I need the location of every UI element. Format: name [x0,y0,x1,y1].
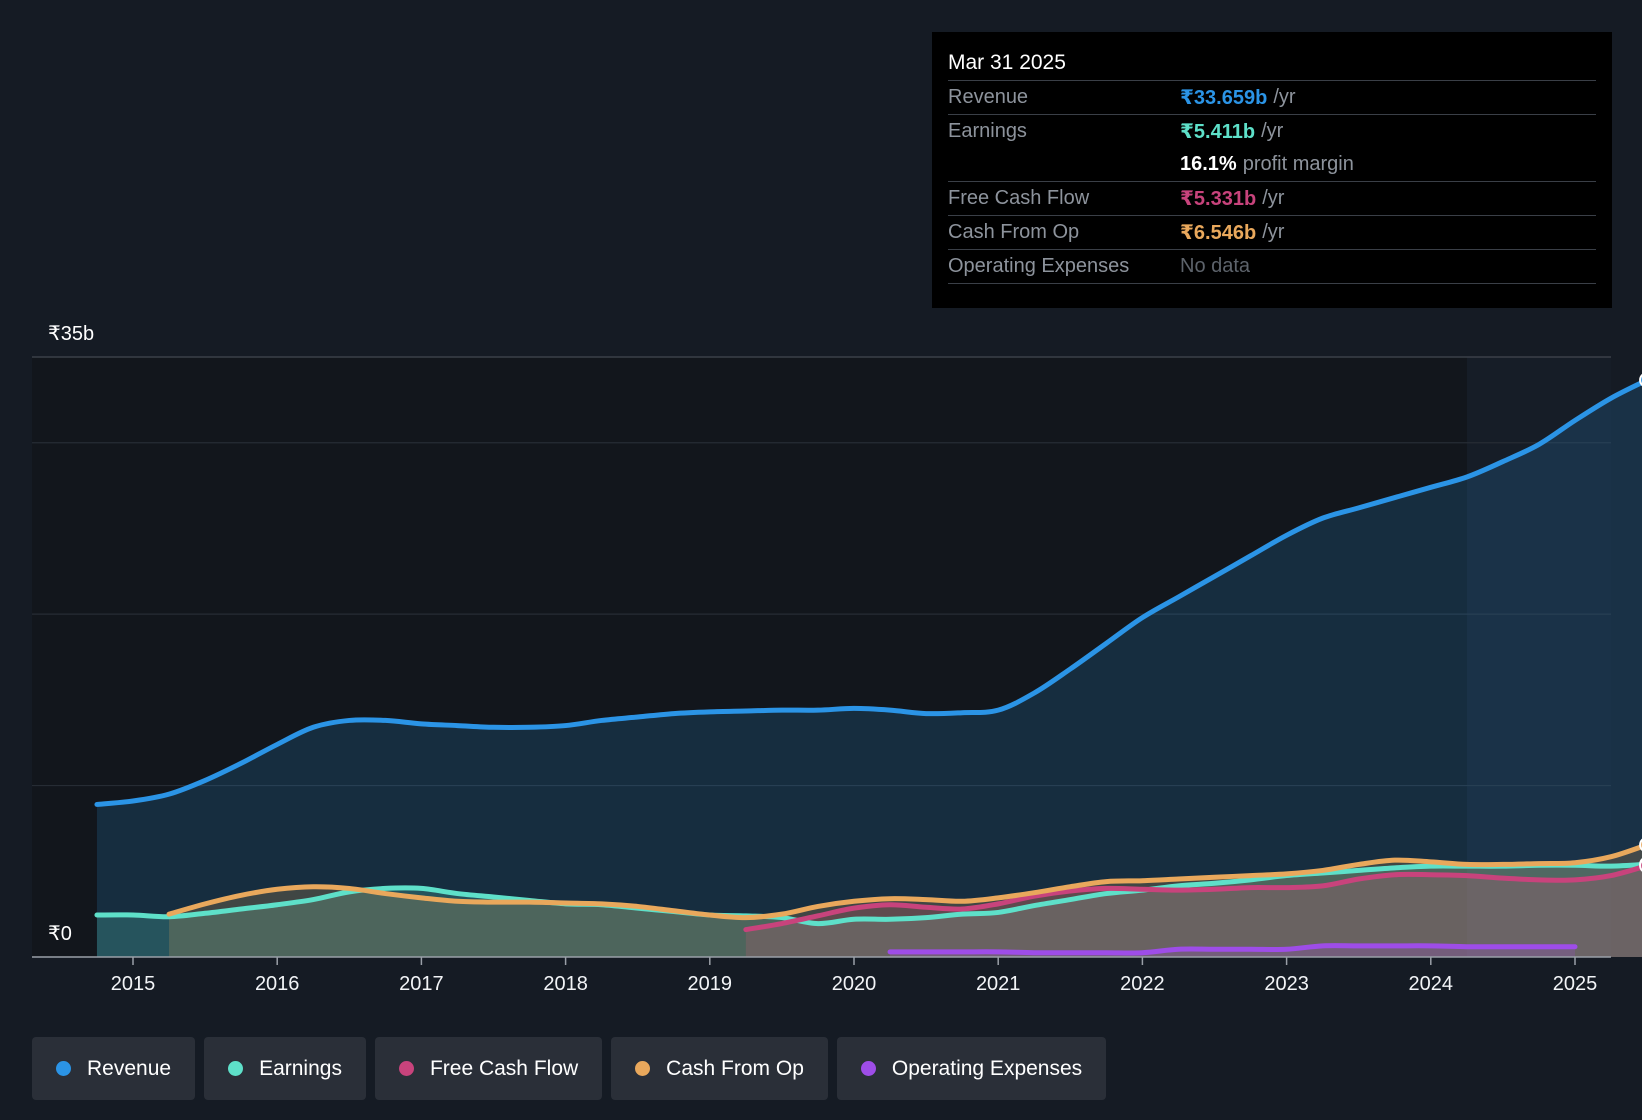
area-cash-from-op [169,846,1642,957]
chart-legend: Revenue Earnings Free Cash Flow Cash Fro… [32,1037,1107,1100]
chart-canvas: 2015 2016 2017 2018 2019 2020 2021 2022 2023 2024… [32,323,1642,995]
data-tooltip: Mar 31 2025 Revenue ₹33.659b /yr Earning… [932,32,1612,308]
tooltip-unit-revenue: /yr [1273,86,1296,108]
tooltip-value-opex: No data [1180,255,1251,277]
tooltip-row-cfo: Cash From Op ₹6.546b /yr [948,215,1596,249]
legend-dot-free-cash-flow [398,1061,414,1076]
tooltip-label-revenue: Revenue [948,86,1029,108]
legend-dot-operating-expenses [860,1061,876,1076]
legend-label-cash-from-op: Cash From Op [666,1056,804,1080]
tooltip-margin-text: profit margin [1242,153,1354,175]
legend-label-operating-expenses: Operating Expenses [891,1056,1083,1080]
x-tick-label: 2018 [543,973,588,995]
tooltip-margin-value: 16.1% [1180,153,1237,175]
legend-item-free-cash-flow[interactable]: Free Cash Flow [374,1037,603,1100]
tooltip-value-revenue: ₹33.659b [1180,87,1268,109]
tooltip-row-opex: Operating Expenses No data [948,249,1596,284]
x-tick-label: 2024 [1409,973,1454,995]
tooltip-value-earnings: ₹5.411b [1180,121,1256,143]
legend-item-operating-expenses[interactable]: Operating Expenses [836,1037,1107,1100]
tooltip-row-fcf: Free Cash Flow ₹5.331b /yr [948,181,1596,215]
series-areas [96,382,1642,957]
line-free-cash-flow [743,864,1642,933]
x-tick-label: 2023 [1264,973,1309,995]
tooltip-row-margin: 16.1% profit margin [948,148,1596,181]
legend-item-cash-from-op[interactable]: Cash From Op [611,1037,828,1100]
legend-label-revenue: Revenue [87,1056,172,1080]
legend-dot-earnings [228,1061,244,1076]
tooltip-row-revenue: Revenue ₹33.659b /yr [948,80,1596,114]
x-tick-label: 2016 [255,973,300,995]
plot-background [32,357,1611,957]
x-tick-label: 2021 [976,973,1021,995]
area-free-cash-flow [745,867,1642,957]
legend-dot-cash-from-op [635,1061,651,1076]
line-revenue [94,379,1642,807]
legend-label-free-cash-flow: Free Cash Flow [429,1056,579,1080]
x-tick-label: 2022 [1120,973,1165,995]
tooltip-date: Mar 31 2025 [948,51,1066,74]
tooltip-row-earnings: Earnings ₹5.411b /yr [948,114,1596,148]
y-axis-bottom-label: ₹0 [48,923,72,945]
line-earnings [94,862,1642,927]
x-tick-label: 2025 [1553,973,1598,995]
tooltip-label-cfo: Cash From Op [948,221,1080,243]
x-axis: 2015 2016 2017 2018 2019 2020 2021 2022 2023 2024… [32,956,1611,995]
tooltip-value-cfo: ₹6.546b [1180,222,1257,244]
tooltip-unit-earnings: /yr [1261,120,1284,142]
x-tick-label: 2017 [399,973,444,995]
x-tick-label: 2015 [111,973,156,995]
legend-label-earnings: Earnings [259,1056,342,1080]
y-axis-top-label: ₹35b [48,323,94,345]
line-operating-expenses [887,943,1578,956]
plot-highlight-region [1467,357,1611,957]
tooltip-label-fcf: Free Cash Flow [948,187,1090,209]
tooltip-unit-fcf: /yr [1262,187,1285,209]
legend-item-earnings[interactable]: Earnings [204,1037,366,1100]
line-cash-from-op [166,843,1642,921]
tooltip-label-opex: Operating Expenses [948,255,1130,277]
series-lines [94,379,1642,956]
tooltip-value-fcf: ₹5.331b [1180,188,1257,210]
tooltip-label-earnings: Earnings [948,120,1027,142]
legend-item-revenue[interactable]: Revenue [32,1037,196,1100]
area-revenue [96,382,1642,957]
tooltip-unit-cfo: /yr [1262,221,1285,243]
x-tick-label: 2019 [688,973,733,995]
legend-dot-revenue [56,1061,71,1076]
grid-lines [32,356,1611,787]
x-tick-label: 2020 [832,973,877,995]
